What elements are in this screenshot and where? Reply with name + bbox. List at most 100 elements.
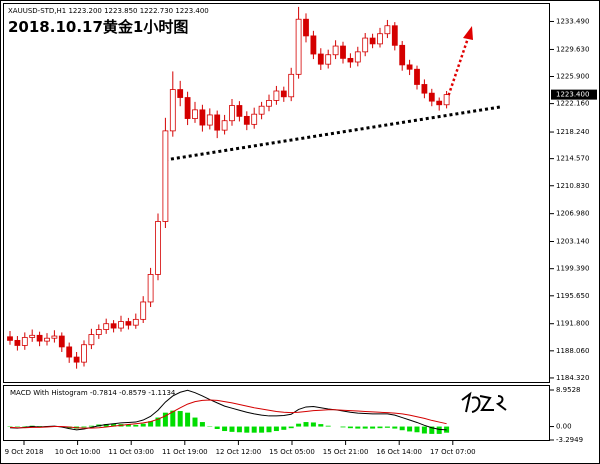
macd-y-tick-label: 0.00 — [556, 423, 572, 431]
macd-y-tick-label: 8.9528 — [556, 386, 581, 394]
candle-body — [140, 301, 147, 320]
candle-body — [125, 321, 132, 326]
arrow-head — [463, 26, 473, 40]
y-tick-label: 1210.830 — [556, 182, 589, 190]
histogram-bar — [88, 425, 94, 427]
candle-body — [273, 90, 280, 101]
histogram-bar — [222, 426, 228, 432]
price-marker — [551, 89, 597, 100]
histogram-bar — [340, 426, 346, 428]
candle-body — [147, 274, 154, 303]
candle-body — [399, 44, 406, 66]
candle-body — [428, 92, 435, 102]
histogram-bar — [133, 424, 139, 427]
histogram-bar — [244, 426, 250, 433]
candle-body — [103, 323, 110, 330]
histogram-bar — [111, 424, 117, 427]
candle-body — [332, 45, 339, 56]
y-tick-label: 1214.570 — [556, 155, 589, 163]
histogram-bar — [140, 423, 146, 427]
candle-body — [44, 337, 50, 342]
candle-body — [169, 89, 176, 132]
macd-panel — [3, 385, 550, 441]
y-tick-label: 1218.240 — [556, 128, 589, 136]
candle-body — [192, 109, 198, 119]
macd-label: MACD With Histogram -0.7814 -0.8579 -1.1… — [10, 389, 176, 397]
histogram-bar — [414, 426, 420, 433]
candle-body — [36, 334, 43, 342]
y-tick-label: 1233.490 — [556, 17, 589, 25]
candle-body — [110, 323, 117, 329]
candle-body — [354, 51, 361, 63]
histogram-bar — [407, 426, 413, 432]
y-tick-label: 1188.060 — [556, 347, 589, 355]
candle-body — [29, 334, 36, 338]
candle-body — [288, 73, 295, 98]
x-tick-label: 12 Oct 12:00 — [216, 448, 262, 456]
candle-body — [214, 114, 221, 131]
candle-body — [221, 120, 228, 131]
histogram-bar — [81, 426, 87, 428]
y-tick-label: 1191.800 — [556, 320, 589, 328]
candle-body — [14, 339, 21, 346]
candle-body — [280, 90, 287, 98]
macd-y-tick-label: -3.2949 — [556, 436, 583, 444]
macd-line — [9, 389, 447, 431]
candle-body — [229, 105, 235, 122]
candle-body — [295, 18, 302, 75]
candle-body — [414, 68, 420, 85]
candle-body — [236, 105, 243, 117]
histogram-bar — [429, 426, 435, 434]
histogram-bar — [236, 426, 242, 433]
candle-body — [162, 130, 169, 222]
x-tick-label: 15 Oct 21:00 — [323, 448, 369, 456]
y-tick-label: 1222.160 — [556, 100, 589, 108]
candle-body — [317, 53, 324, 65]
histogram-bar — [125, 424, 131, 427]
candle-body — [310, 35, 317, 55]
trend-line — [164, 105, 501, 162]
signal-line — [9, 399, 447, 429]
candle-body — [369, 37, 376, 45]
candle-body — [58, 335, 65, 348]
candle-body — [206, 114, 213, 126]
histogram-bar — [251, 426, 257, 433]
histogram-bar — [310, 422, 316, 427]
candle-body — [21, 337, 28, 346]
histogram-bar — [421, 426, 427, 434]
histogram-bar — [318, 424, 324, 427]
header: XAUUSD-STD,H1 1223.200 1223.850 1222.730… — [8, 7, 209, 15]
candle-body — [155, 221, 161, 275]
candle-body — [95, 329, 102, 335]
histogram-bar — [266, 426, 272, 433]
candle-body — [406, 64, 413, 70]
candle-body — [184, 97, 191, 119]
histogram-bar — [199, 422, 205, 427]
candle-body — [73, 356, 80, 363]
histogram-bar — [325, 425, 331, 427]
y-tick-label: 1206.980 — [556, 210, 589, 218]
candle-body — [81, 344, 87, 363]
histogram-bar — [377, 426, 383, 429]
candle-body — [421, 84, 428, 94]
histogram-bar — [170, 410, 176, 427]
x-tick-label: 15 Oct 05:00 — [269, 448, 315, 456]
candle-body — [251, 113, 258, 125]
candle-body — [199, 109, 206, 126]
x-tick-label: 17 Oct 07:00 — [430, 448, 476, 456]
histogram-bar — [259, 426, 265, 433]
histogram-bar — [281, 426, 287, 430]
histogram-bar — [273, 426, 279, 432]
histogram-bar — [296, 423, 302, 427]
candle-body — [325, 54, 332, 65]
histogram-bar — [288, 426, 294, 429]
candle-body — [88, 334, 95, 346]
candle-body — [362, 37, 369, 53]
candle-body — [391, 25, 398, 46]
forecast-arrow — [445, 37, 470, 101]
x-tick-label: 11 Oct 19:00 — [162, 448, 208, 456]
signature — [461, 391, 507, 413]
candle-body — [266, 100, 272, 107]
candle-body — [377, 33, 383, 45]
candle-body — [347, 57, 354, 63]
